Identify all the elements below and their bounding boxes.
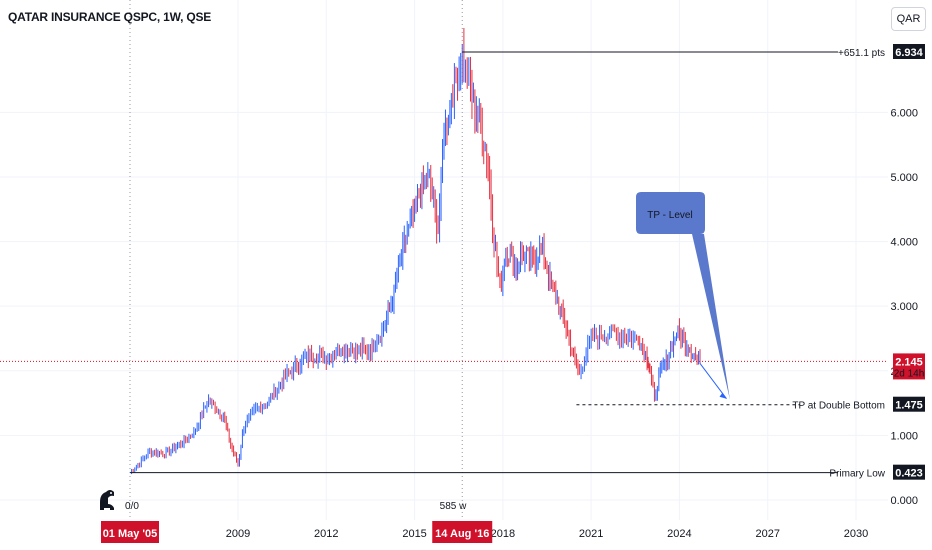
x-tick-label: 2024: [667, 528, 691, 540]
high-change-label: +651.1 pts: [838, 48, 885, 59]
tp-price-tag-bg: [893, 396, 925, 412]
low-price-tag-bg: [893, 464, 925, 480]
projection-arrow[interactable]: [699, 363, 727, 400]
high-price-tag-bg: [893, 44, 925, 59]
low-price-tag[interactable]: 0.423: [893, 464, 925, 480]
low-date-tag-text: 01 May '05: [103, 528, 158, 540]
arrow-head-icon: [719, 392, 727, 399]
high-date-tag-text: 14 Aug '16: [435, 528, 489, 540]
low-change-label: 0/0: [125, 501, 139, 512]
tp-price-tag[interactable]: 1.475: [893, 396, 925, 412]
y-tick-label: 6.000: [890, 107, 918, 119]
y-tick-label: 1.000: [890, 430, 918, 442]
y-tick-label: 5.000: [890, 172, 918, 184]
y-tick-label: 3.000: [890, 301, 918, 313]
high-price-tag-value: 6.934: [895, 47, 923, 59]
x-tick-label: 2030: [844, 528, 868, 540]
currency-button[interactable]: QAR: [891, 7, 926, 31]
high-date-tag[interactable]: 14 Aug '16: [432, 521, 493, 543]
reference-lines: [0, 0, 888, 520]
x-tick-label: 2009: [226, 528, 250, 540]
x-tick-label: 2015: [402, 528, 426, 540]
current-price-tag-value: 2.145: [895, 356, 923, 368]
tp-label: TP at Double Bottom: [792, 401, 885, 412]
current-price-tag-countdown: 2d 14h: [894, 368, 925, 379]
bars-count-label: 585 w: [440, 501, 467, 512]
tp-price-tag-value: 1.475: [895, 400, 923, 412]
low-date-tag-bg: [100, 521, 159, 543]
tp-callout[interactable]: TP - Level: [636, 192, 730, 400]
x-tick-label: 2018: [491, 528, 515, 540]
high-date-tag-bg: [432, 521, 493, 543]
chart-grid: [0, 0, 888, 520]
y-tick-label: 4.000: [890, 237, 918, 249]
price-series: [131, 28, 701, 475]
tradingview-dino-icon[interactable]: [100, 490, 114, 510]
x-tick-label: 2012: [314, 528, 338, 540]
chart-title: QATAR INSURANCE QSPC, 1W, QSE: [8, 10, 212, 24]
callout-bubble: [636, 192, 730, 400]
x-tick-label: 2021: [579, 528, 603, 540]
low-price-tag-value: 0.423: [895, 468, 923, 480]
y-tick-label: 0.000: [890, 495, 918, 507]
callout-text: TP - Level: [647, 210, 692, 221]
chart-drawings[interactable]: TP - Level +651.1 pts Primary Low TP at Dou…: [125, 48, 886, 512]
current-price-tag-bg: [893, 353, 925, 380]
x-tick-label: 2027: [755, 528, 779, 540]
low-date-tag[interactable]: 01 May '05: [100, 521, 159, 543]
x-axis[interactable]: 2009 2012 2015 2018 2021 2024 2027 2030 01 May '…: [100, 521, 868, 543]
high-price-tag[interactable]: 6.934: [893, 44, 925, 59]
primary-low-label: Primary Low: [829, 469, 885, 480]
y-axis[interactable]: 0.0001.0002.0003.0004.0005.0006.0006.934…: [890, 44, 925, 507]
